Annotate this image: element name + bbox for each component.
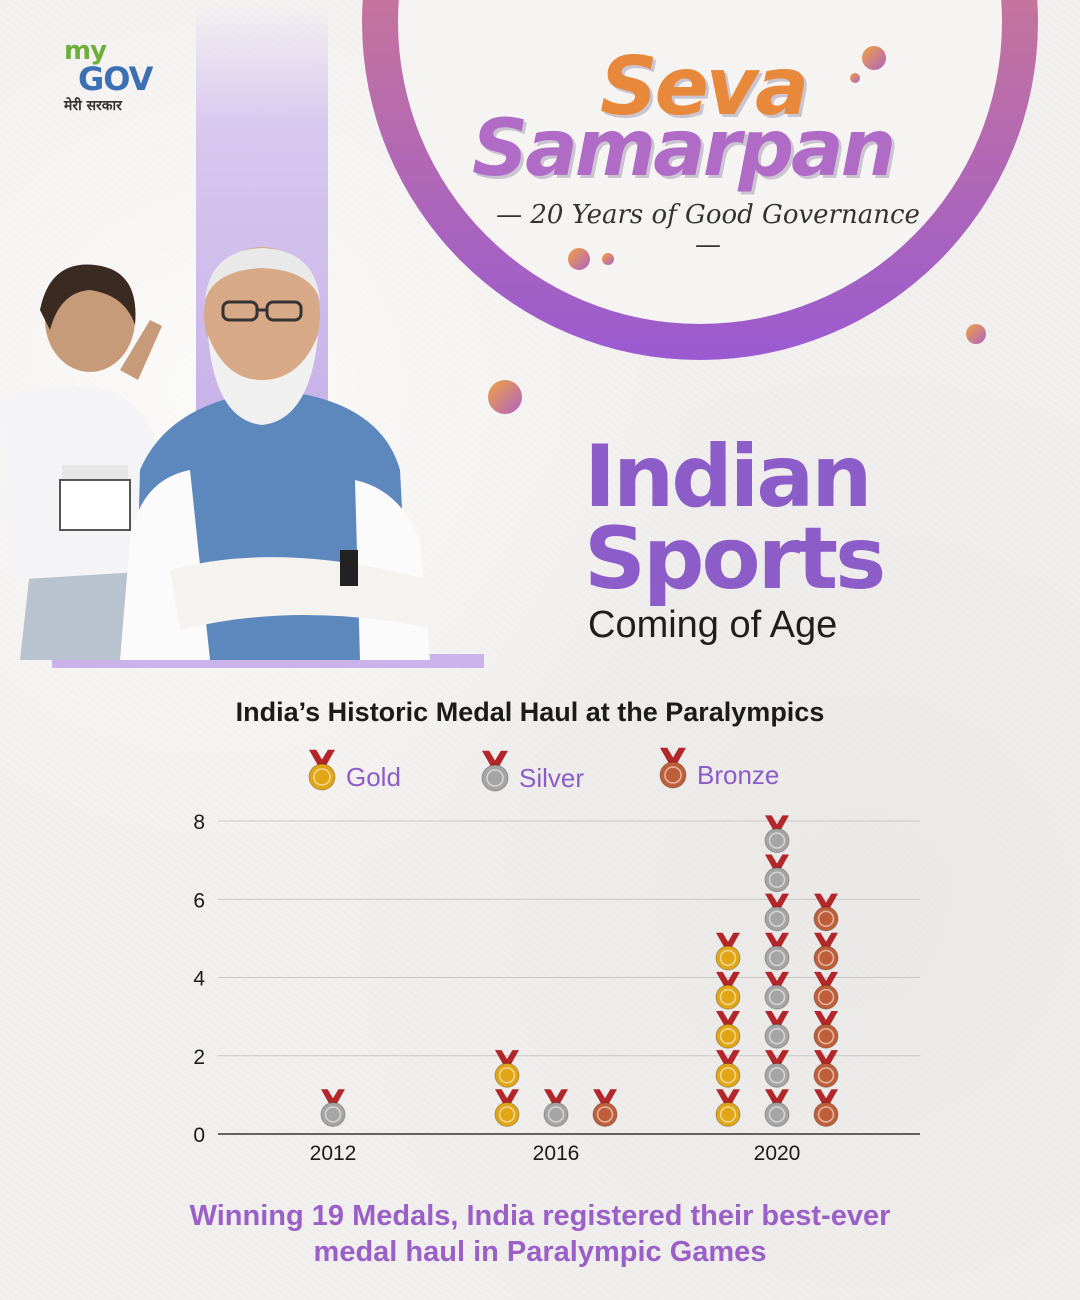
legend-medal-gold [308,749,336,791]
bar-bronze-2016 [592,1089,618,1127]
legend-label-gold: Gold [346,762,401,792]
banner-title-samarpan: Samarpan [472,104,896,194]
chart-y-ticks: 0 2 4 6 8 [193,811,205,1147]
footer-line2: medal haul in Paralympic Games [313,1236,767,1268]
medal-gold [494,1089,520,1127]
medal-bronze [813,1050,839,1088]
medal-gold [715,1050,741,1088]
legend-label-silver: Silver [519,763,584,793]
medal-bronze [813,971,839,1010]
x-tick-label: 2020 [754,1142,801,1165]
chart-marks [320,815,839,1127]
bar-silver-2020 [764,815,790,1127]
medal-silver [764,893,790,932]
decorative-dot [966,324,986,344]
medal-silver [764,1050,790,1088]
chart-x-ticks: 2012 2016 2020 [310,1142,801,1165]
mygov-logo: my GOV मेरी सरकार [62,36,172,116]
legend-medal-silver [481,750,509,792]
medal-silver [543,1089,569,1127]
legend-label-bronze: Bronze [697,760,779,790]
x-tick-label: 2016 [533,1142,580,1165]
bar-silver-2012 [320,1089,346,1127]
leader-figure [120,247,440,660]
y-tick-label: 0 [193,1124,205,1147]
chart-legend: Gold Silver Bronze [308,747,779,793]
decorative-dot [602,253,614,265]
medal-gold [494,1050,520,1088]
bar-bronze-2020 [813,893,839,1127]
banner-tagline: — 20 Years of Good Governance — [496,200,920,260]
bar-gold-2016 [494,1050,520,1127]
medal-bronze [592,1089,618,1127]
logo-my: my [64,36,107,66]
bar-silver-2016 [543,1089,569,1127]
banner-title-seva: Seva [600,40,809,133]
logo-gov: GOV [78,60,153,98]
medal-silver [764,932,790,971]
medal-bronze [813,1089,839,1127]
medal-silver [320,1089,346,1127]
headline-line2: Sports [584,509,886,609]
chart-title: India’s Historic Medal Haul at the Paral… [235,697,825,727]
y-tick-label: 4 [193,968,205,991]
medal-gold [715,971,741,1010]
headline-line1: Indian [584,427,873,527]
medal-gold [715,1089,741,1127]
decorative-dot [488,380,522,414]
x-tick-label: 2012 [310,1142,357,1165]
medal-silver [764,1089,790,1127]
medal-bronze [813,932,839,971]
medal-bronze [813,893,839,932]
decorative-dot [862,46,886,70]
medal-gold [715,1010,741,1049]
y-tick-label: 8 [193,811,205,834]
y-tick-label: 2 [193,1046,205,1069]
y-tick-label: 6 [193,889,205,912]
logo-hindi: मेरी सरकार [64,98,122,114]
headline-subtitle: Coming of Age [588,604,838,646]
medal-bronze [813,1010,839,1049]
medal-silver [764,1010,790,1049]
medal-chart: Gold Silver Bronze 0 2 4 6 8 2012 2016 2020 [193,747,920,1165]
bar-gold-2020 [715,932,741,1127]
leaders-photo [0,247,440,660]
legend-medal-bronze [659,747,687,789]
medal-silver [764,815,790,854]
footer-caption: Winning 19 Medals, India registered thei… [60,1198,1020,1270]
medal-gold [715,932,741,971]
decorative-dot [568,248,590,270]
footer-line1: Winning 19 Medals, India registered thei… [189,1200,891,1232]
chart-grid [218,820,920,1135]
medal-silver [764,971,790,1010]
decorative-dot [850,73,860,83]
medal-silver [764,854,790,893]
